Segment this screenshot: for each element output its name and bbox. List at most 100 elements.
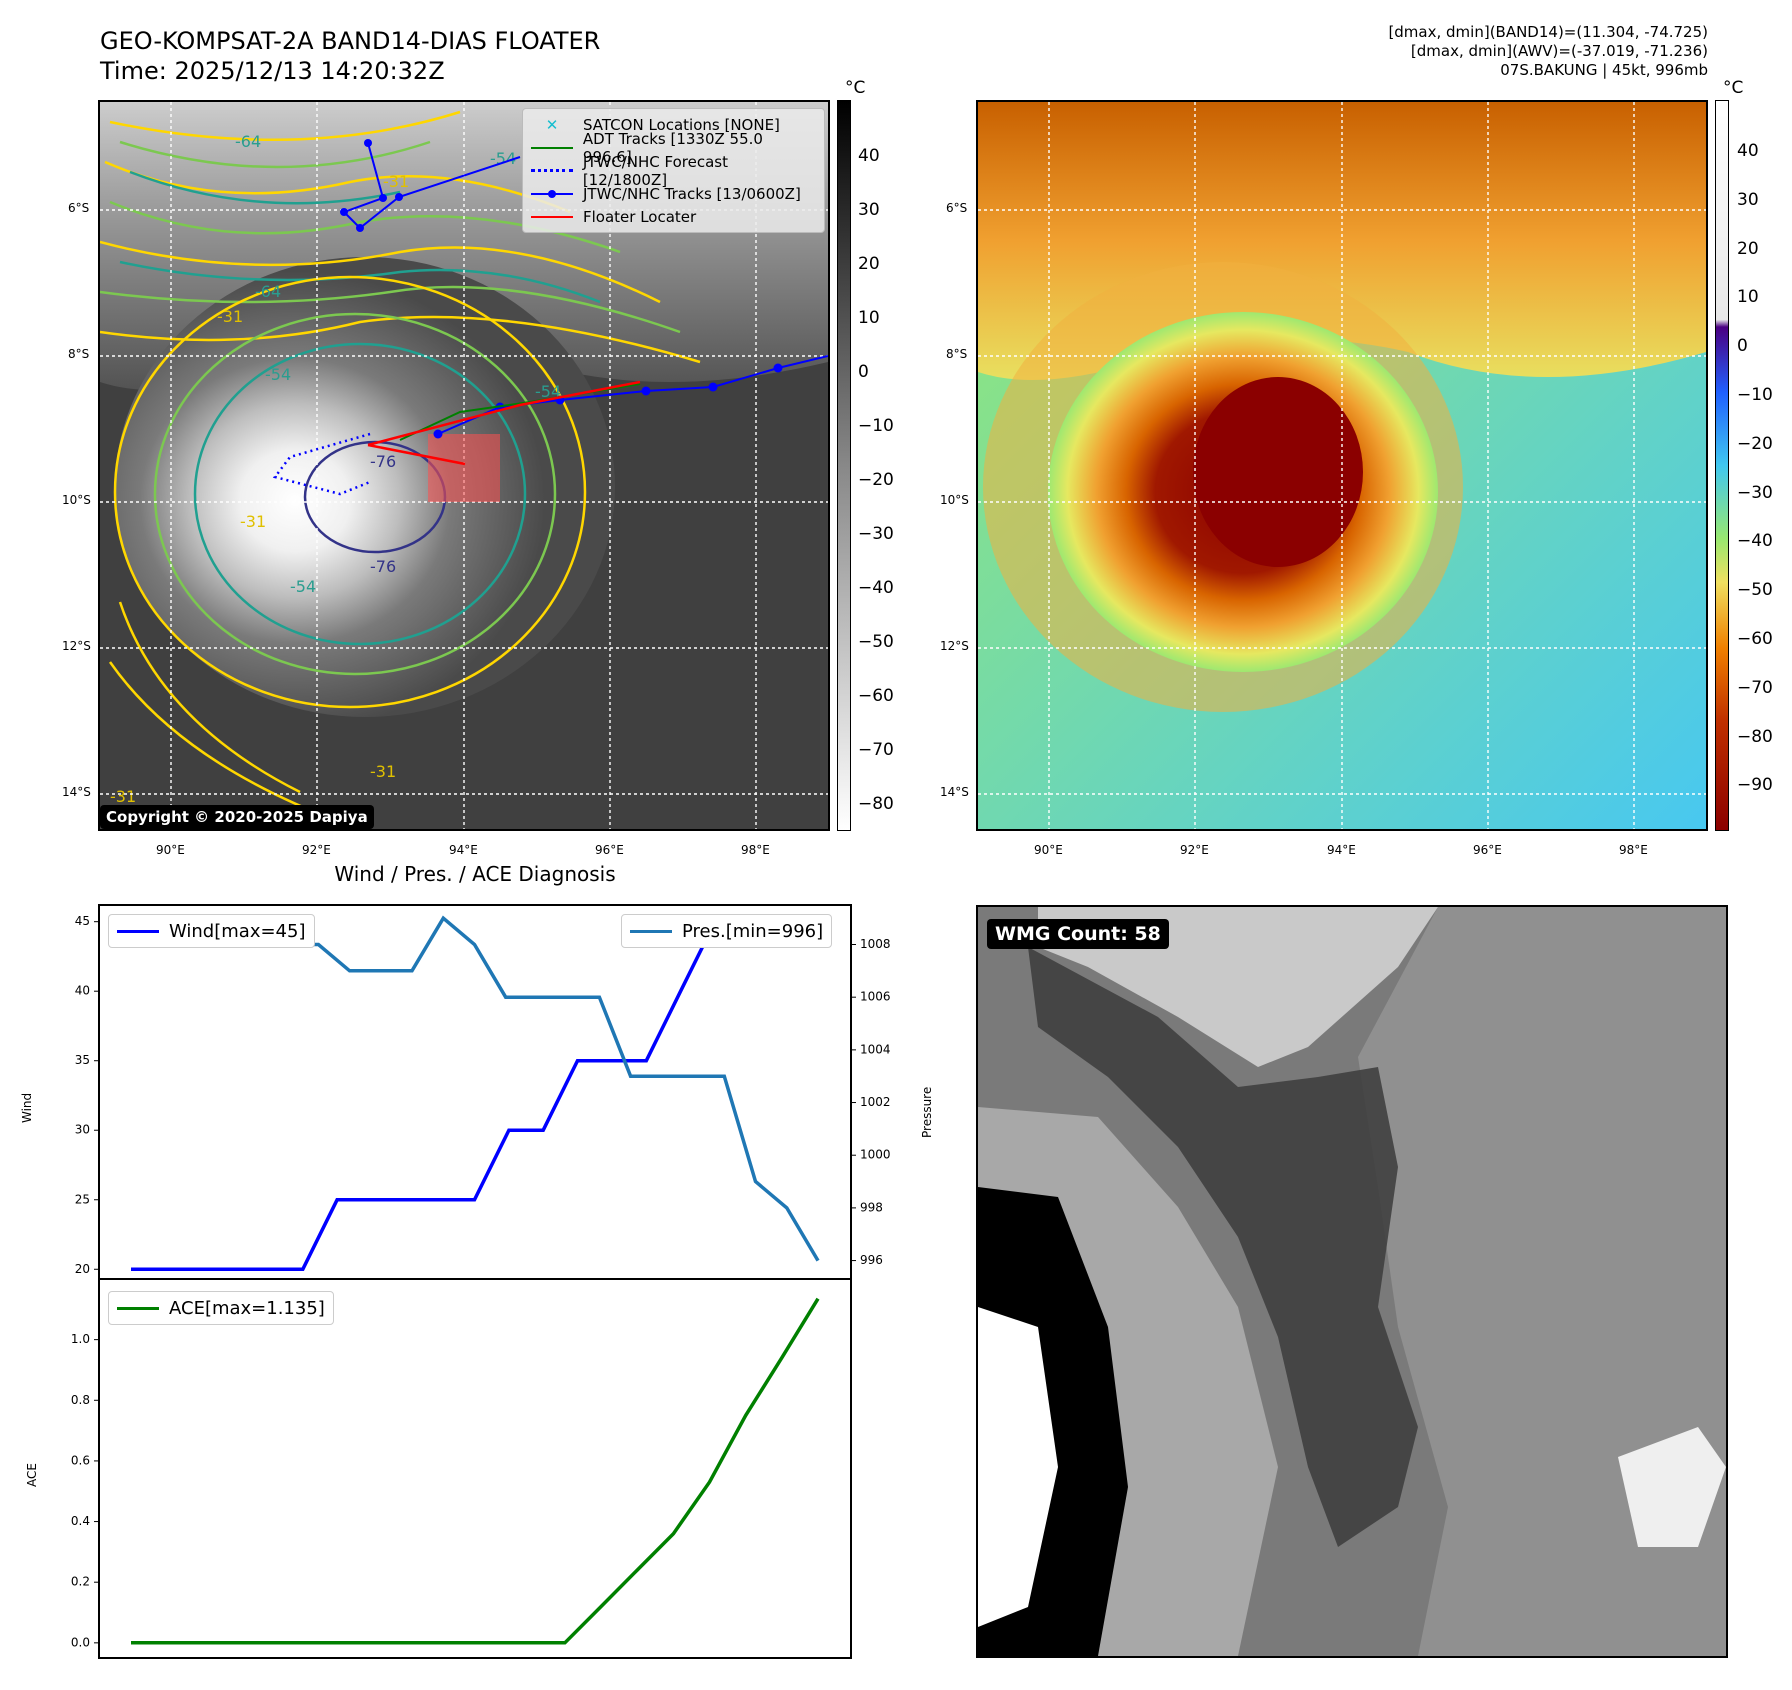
title-line-2: Time: 2025/12/13 14:20:32Z [100,57,445,85]
contour-label: -31 [110,787,136,806]
legend-line-icon [630,929,672,933]
lat-label: 12°S [940,639,969,653]
pressure-legend: Pres.[min=996] [621,914,833,948]
contour-label: -64 [235,132,261,151]
ace-tick-label: 0.6 [71,1453,90,1467]
contour-label: -31 [217,307,243,326]
lon-label: 98°E [741,843,770,857]
wind-tick-group: 45 40 35 30 25 20 [75,914,99,1276]
legend-adt: ADT Tracks [1330Z 55.0 996.6] [531,130,816,166]
colorbar-tick-label: −60 [858,686,894,706]
pressure-tick-group: 1008 1006 1004 1002 1000 998 996 [851,937,891,1267]
legend-line-icon [531,215,573,218]
contour-green-ring [153,312,557,676]
contour-teal-north [119,170,601,304]
color-map-gridlines [978,102,1706,829]
lat-label: 10°S [940,493,969,507]
ace-tick-label: 0.0 [71,1635,90,1649]
contour-label: -54 [490,149,516,168]
pressure-tick-label: 1006 [860,990,891,1004]
lon-label: 96°E [1473,843,1502,857]
color-colorbar [1715,100,1729,831]
chart-title: GEO-KOMPSAT-2A BAND14-DIAS FLOATER Time:… [100,26,600,86]
wmg-image-svg [978,907,1726,1656]
pressure-tick-label: 1008 [860,937,891,951]
ace-axes [98,1278,852,1659]
floater-box [428,434,500,502]
legend-line-icon [117,1306,159,1310]
legend-x-marker-icon: ✕ [545,115,559,134]
colorbar-tick-label: 20 [858,254,880,274]
colorbar-tick-label: 30 [858,200,880,220]
pressure-axis-label: Pressure [920,1086,934,1138]
wmg-count-badge: WMG Count: 58 [987,919,1169,949]
colorbar-tick-label: −50 [858,632,894,652]
pressure-tick-label: 996 [860,1253,883,1267]
legend-line-icon [531,146,573,149]
legend-line-icon [117,929,159,933]
lon-label: 96°E [595,843,624,857]
ace-legend: ACE[max=1.135] [108,1291,334,1325]
colorbar-tick-label: −10 [1737,385,1773,405]
colorbar-tick-label: 10 [1737,287,1759,308]
contour-label: -31 [383,172,409,191]
contour-label: -31 [370,762,396,781]
legend-dotted-line-icon [531,169,573,172]
title-line-1: GEO-KOMPSAT-2A BAND14-DIAS FLOATER [100,27,601,55]
lat-label: 8°S [68,347,90,361]
colorbar-tick-label: −40 [1737,531,1773,552]
wind-tick-label: 20 [75,1262,90,1276]
contour-label: -76 [370,557,396,576]
contour-label: -54 [265,365,291,384]
ir-color-map [976,100,1708,831]
colorbar-tick-label: 20 [1737,238,1759,259]
lat-label: 6°S [946,201,968,215]
colorbar-tick-label: −40 [858,578,894,598]
ace-tick-group: 1.0 0.8 0.6 0.4 0.2 0.0 [71,1332,99,1649]
colorbar-unit: °C [1723,78,1744,98]
contour-teal-ring [193,342,527,646]
lat-label: 8°S [946,347,968,361]
colorbar-tick-label: −70 [858,740,894,760]
colorbar-tick-label: −90 [1737,775,1773,796]
lon-label: 92°E [302,843,331,857]
wind-tick-label: 45 [75,914,90,928]
colorbar-tick-label: 30 [1737,189,1759,210]
coldest-core [1193,377,1363,567]
lat-label: 14°S [940,785,969,799]
colorbar-tick-label: −80 [1737,726,1773,747]
wind-legend: Wind[max=45] [108,914,315,948]
colorbar-tick-label: 0 [858,362,869,382]
contour-label: -31 [240,512,266,531]
jtwc-track-north [342,142,521,230]
ace-tick-label: 0.8 [71,1393,90,1407]
lon-label: 92°E [1180,843,1209,857]
lon-label: 90°E [156,843,185,857]
colorbar-tick-label: −30 [858,524,894,544]
contour-label: -64 [255,282,281,301]
colorbar-tick-label: −50 [1737,580,1773,601]
colorbar-tick-label: −60 [1737,629,1773,649]
colorbar-tick-label: −20 [1737,433,1773,454]
contour-label: -54 [535,382,561,401]
info-line-3: 07S.BAKUNG | 45kt, 996mb [1500,61,1708,79]
pressure-series-line [131,915,820,1262]
storm-info: [dmax, dmin](BAND14)=(11.304, -74.725) [… [1388,23,1708,80]
wind-pressure-axes [98,904,852,1280]
info-line-1: [dmax, dmin](BAND14)=(11.304, -74.725) [1388,23,1708,41]
lat-label: 6°S [68,201,90,215]
lat-label: 14°S [62,785,91,799]
wind-tick-label: 35 [75,1053,90,1067]
lon-label: 90°E [1034,843,1063,857]
contour-yellow-north [100,110,701,364]
lat-label: 10°S [62,493,91,507]
pressure-tick-label: 1000 [860,1148,891,1162]
ace-series-line [131,1297,820,1645]
jtwc-track-north-points [340,139,403,232]
colorbar-tick-label: 0 [1737,336,1748,357]
colorbar-tick-label: −20 [858,470,894,490]
pressure-tick-label: 1002 [860,1095,891,1109]
legend-forecast: JTWC/NHC Forecast [12/1800Z] [531,153,816,189]
info-line-2: [dmax, dmin](AWV)=(-37.019, -71.236) [1410,42,1708,60]
